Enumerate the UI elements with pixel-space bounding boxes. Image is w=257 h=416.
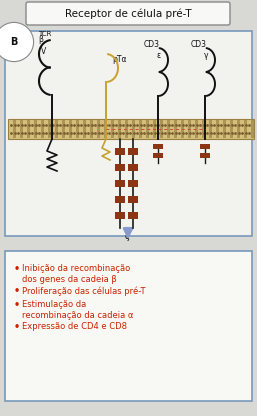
Bar <box>8 119 254 139</box>
Bar <box>128 164 138 171</box>
Bar <box>202 120 205 138</box>
Bar <box>223 120 225 138</box>
Bar <box>115 148 125 155</box>
Bar <box>146 120 149 138</box>
Bar <box>104 120 106 138</box>
Bar <box>13 120 15 138</box>
FancyBboxPatch shape <box>5 31 252 236</box>
Text: Receptor de célula pré-T: Receptor de célula pré-T <box>65 8 191 19</box>
Text: γ: γ <box>204 50 208 59</box>
Bar <box>115 212 125 219</box>
Bar <box>115 196 125 203</box>
Text: ζ: ζ <box>124 231 130 241</box>
Bar <box>251 120 253 138</box>
Bar <box>153 120 155 138</box>
Text: ε: ε <box>157 50 161 59</box>
Bar <box>34 120 36 138</box>
Bar <box>118 120 121 138</box>
Bar <box>139 120 142 138</box>
Bar <box>83 120 86 138</box>
Bar <box>128 212 138 219</box>
Text: CD3: CD3 <box>144 40 160 49</box>
Bar <box>153 153 163 158</box>
Text: V: V <box>41 47 47 55</box>
Bar <box>209 120 212 138</box>
Bar <box>111 120 114 138</box>
Bar <box>128 180 138 187</box>
FancyBboxPatch shape <box>5 251 252 401</box>
Bar <box>55 120 58 138</box>
Text: TCR: TCR <box>38 31 51 37</box>
Bar <box>230 120 233 138</box>
Bar <box>48 120 50 138</box>
Bar <box>174 120 177 138</box>
Bar <box>90 120 93 138</box>
Bar <box>115 180 125 187</box>
Bar <box>200 144 210 149</box>
Bar <box>195 120 197 138</box>
Text: •: • <box>14 286 20 296</box>
Bar <box>69 120 71 138</box>
Bar <box>97 120 99 138</box>
Bar <box>27 120 30 138</box>
Text: Proliferação das células pré-T: Proliferação das células pré-T <box>22 286 145 295</box>
Bar <box>128 148 138 155</box>
Bar <box>20 120 23 138</box>
Text: •: • <box>14 300 20 310</box>
Bar <box>244 120 246 138</box>
Bar <box>188 120 190 138</box>
Bar <box>115 164 125 171</box>
Text: Inibição da recombinação
dos genes da cadeia β: Inibição da recombinação dos genes da ca… <box>22 264 130 285</box>
Text: Expressão de CD4 e CD8: Expressão de CD4 e CD8 <box>22 322 127 331</box>
Bar <box>237 120 240 138</box>
Bar <box>132 120 134 138</box>
Text: CD3: CD3 <box>191 40 207 49</box>
Text: pTα: pTα <box>112 55 126 64</box>
Text: β: β <box>38 35 43 45</box>
FancyBboxPatch shape <box>26 2 230 25</box>
Text: •: • <box>14 264 20 274</box>
Bar <box>153 144 163 149</box>
Bar <box>216 120 218 138</box>
Text: •: • <box>14 322 20 332</box>
Bar <box>62 120 65 138</box>
Bar <box>76 120 78 138</box>
Bar <box>200 153 210 158</box>
Bar <box>125 120 127 138</box>
Bar <box>181 120 183 138</box>
Bar <box>41 120 43 138</box>
Bar <box>128 196 138 203</box>
Bar <box>167 120 170 138</box>
Text: Estimulação da
recombinação da cadeia α: Estimulação da recombinação da cadeia α <box>22 300 133 320</box>
Bar <box>160 120 162 138</box>
Text: B: B <box>10 37 18 47</box>
